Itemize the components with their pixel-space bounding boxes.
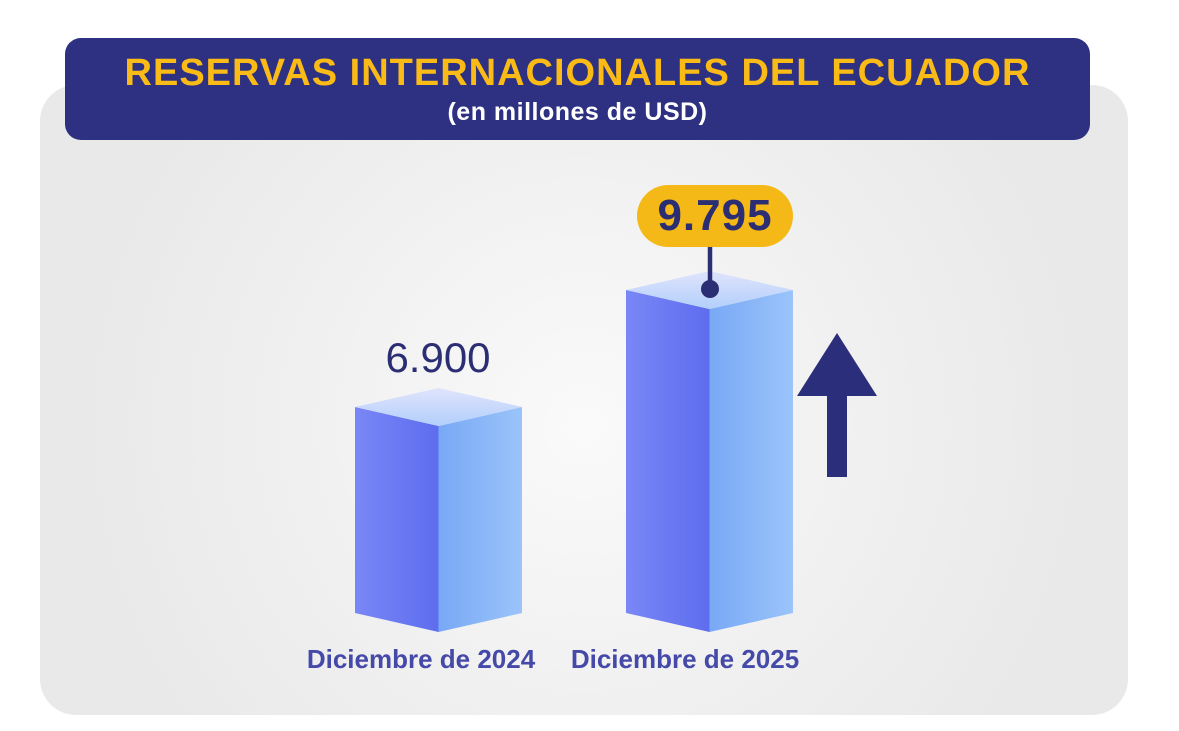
value-callout-connector — [701, 246, 719, 298]
callout-dot — [701, 280, 719, 298]
category-label-2025: Diciembre de 2025 — [570, 644, 800, 674]
page-subtitle: (en millones de USD) — [447, 97, 708, 126]
bar-value-2024: 6.900 — [385, 334, 491, 381]
page-title: RESERVAS INTERNACIONALES DEL ECUADOR — [124, 51, 1031, 94]
category-label-2024: Diciembre de 2024 — [306, 644, 536, 674]
bar-diciembre-de-2025 — [626, 270, 793, 632]
bars-group — [355, 270, 793, 632]
chart-card — [40, 85, 1128, 715]
bar-diciembre-de-2024 — [355, 387, 522, 632]
increase-arrow-icon — [797, 333, 877, 477]
bar-value-2025: 9.795 — [657, 191, 773, 240]
header-banner: RESERVAS INTERNACIONALES DEL ECUADOR (en… — [65, 38, 1090, 140]
bar-value-badge-2025: 9.795 — [637, 185, 793, 247]
